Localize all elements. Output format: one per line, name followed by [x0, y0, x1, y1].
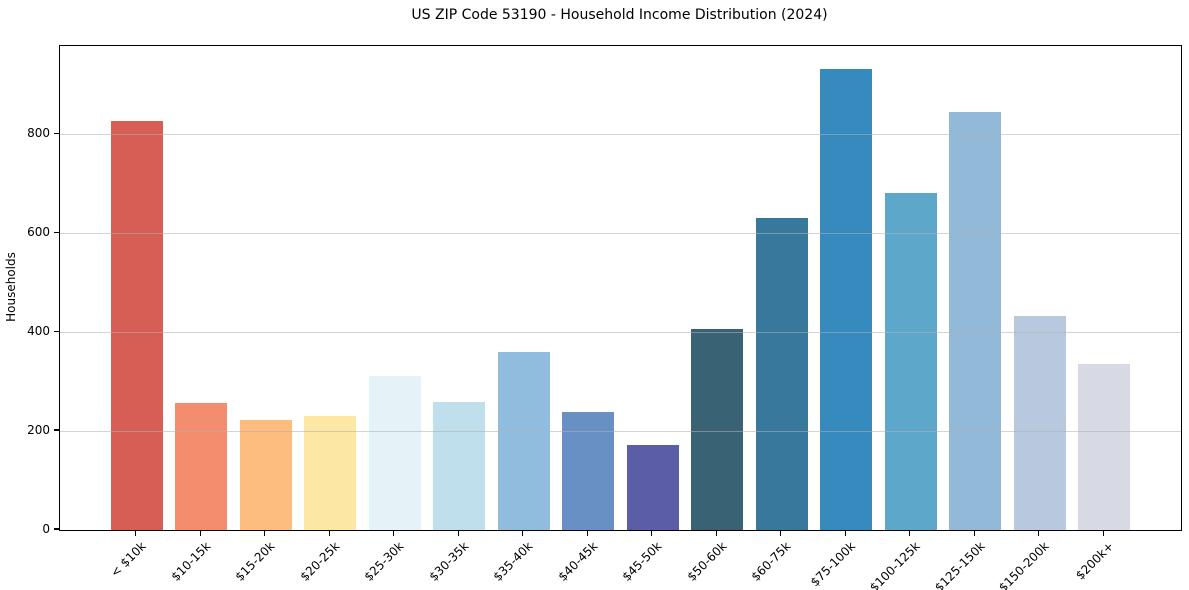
x-tick-label: $60-75k — [748, 539, 794, 584]
x-tick-label: $45-50k — [619, 539, 665, 584]
x-tick-label: $75-100k — [807, 539, 859, 590]
bar — [820, 68, 873, 530]
bar — [755, 218, 808, 530]
x-axis-tick — [651, 530, 653, 536]
bar — [175, 403, 228, 530]
gridline — [60, 430, 1181, 432]
x-axis-tick — [1038, 530, 1040, 536]
bar — [433, 401, 486, 530]
gridline — [60, 331, 1181, 333]
x-axis-tick — [264, 530, 266, 536]
y-tick-label: 800 — [27, 126, 50, 141]
y-axis-label: Households — [4, 252, 18, 322]
x-tick-label: $50-60k — [684, 539, 730, 584]
y-axis-tick — [54, 429, 59, 431]
y-axis-tick — [54, 231, 59, 234]
chart-title: US ZIP Code 53190 - Household Income Dis… — [411, 7, 828, 23]
bar — [884, 193, 937, 530]
gridline — [60, 133, 1181, 135]
x-tick-label: $125-150k — [931, 539, 988, 590]
x-tick-label: $35-40k — [490, 539, 536, 584]
x-tick-label: $30-35k — [426, 539, 472, 584]
x-tick-label: $25-30k — [361, 539, 407, 584]
x-axis-tick — [844, 530, 846, 536]
y-tick-label: 600 — [27, 225, 50, 240]
bar — [239, 420, 292, 530]
bar — [949, 111, 1002, 530]
x-axis-tick — [1102, 530, 1104, 536]
y-axis-tick — [54, 528, 59, 530]
bar — [626, 445, 679, 530]
y-axis-tick — [54, 132, 59, 135]
y-axis-tick — [54, 330, 59, 332]
bar — [1013, 315, 1066, 530]
bar — [110, 120, 163, 530]
bar — [497, 352, 550, 530]
x-tick-label: $200k+ — [1072, 539, 1117, 583]
x-tick-label: $40-45k — [555, 539, 601, 584]
x-axis-tick — [135, 530, 137, 536]
x-axis-tick — [715, 530, 717, 536]
x-tick-label: $100-125k — [866, 539, 923, 590]
bar — [1078, 364, 1131, 530]
y-tick-label: 200 — [27, 423, 50, 438]
x-axis-tick — [199, 530, 201, 536]
x-axis-tick — [457, 530, 459, 536]
y-tick-label: 400 — [27, 324, 50, 339]
x-axis-tick — [586, 530, 588, 536]
y-tick-label: 0 — [42, 522, 50, 536]
x-axis-tick — [328, 530, 330, 536]
x-tick-label: $20-25k — [297, 539, 343, 584]
x-tick-label: $10-15k — [168, 539, 214, 584]
bar — [304, 415, 357, 530]
x-axis-tick — [522, 530, 524, 536]
bar — [562, 411, 615, 530]
gridline — [60, 232, 1181, 234]
bar — [691, 329, 744, 530]
x-axis-tick — [973, 530, 975, 536]
x-axis-tick — [780, 530, 782, 536]
x-tick-label: $15-20k — [232, 539, 278, 584]
x-tick-label: < $10k — [107, 539, 149, 580]
x-tick-label: $150-200k — [995, 539, 1052, 590]
plot-area — [59, 45, 1182, 531]
x-axis-tick — [393, 530, 395, 536]
bar — [368, 375, 421, 530]
x-axis-tick — [909, 530, 911, 536]
